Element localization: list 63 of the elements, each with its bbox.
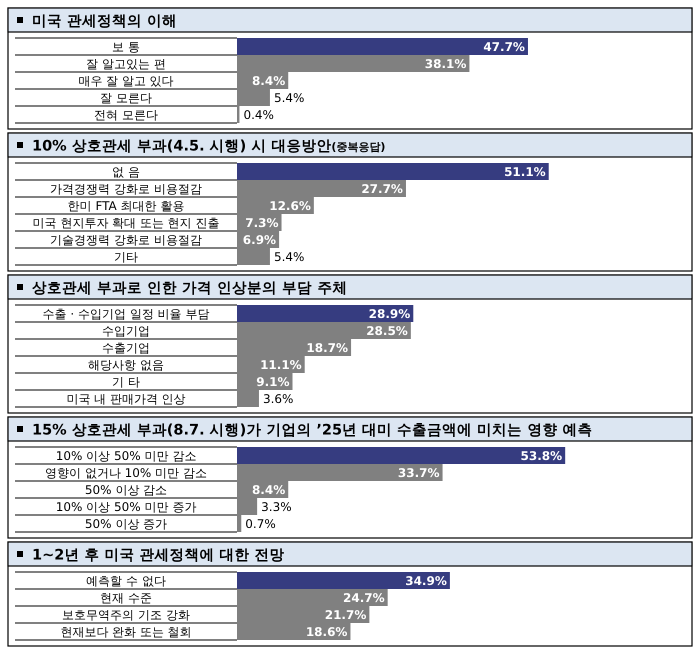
y-tick-label: 50% 이상 감소 [84, 483, 168, 497]
y-tick-label: 한미 FTA 최대한 활용 [68, 199, 184, 213]
data-label: 11.1% [260, 358, 302, 372]
data-label: 18.7% [306, 341, 348, 355]
y-tick-label: 현재보다 완화 또는 철회 [60, 625, 192, 639]
data-label: 6.9% [242, 233, 276, 247]
chart-title: 15% 상호관세 부과(8.7. 시행)가 기업의 ’25년 대미 수출금액에 미치는 영향 예측 [32, 422, 592, 438]
y-tick-label: 수출기업 [102, 341, 150, 355]
data-label: 34.9% [405, 574, 447, 588]
y-tick-label: 수출 · 수입기업 일정 비율 부담 [42, 307, 210, 321]
data-label: 33.7% [398, 466, 440, 480]
y-tick-label: 해당사항 없음 [88, 358, 164, 372]
y-tick-label: 전혀 모른다 [94, 108, 158, 122]
bar [237, 572, 450, 589]
bar [237, 38, 528, 55]
data-label: 8.4% [252, 74, 286, 88]
y-tick-label: 수입기업 [102, 324, 150, 338]
data-label: 21.7% [324, 608, 366, 622]
chart-title: 상호관세 부과로 인한 가격 인상분의 부담 주체 [32, 280, 348, 296]
data-label: 24.7% [343, 591, 385, 605]
data-label: 0.7% [245, 517, 276, 531]
y-tick-label: 매우 잘 알고 있다 [78, 74, 174, 88]
y-tick-label: 기타 [114, 250, 138, 264]
y-tick-label: 10% 이상 50% 미만 감소 [56, 449, 196, 463]
y-tick-label: 가격경쟁력 강화로 비용절감 [50, 182, 202, 196]
data-label: 7.3% [245, 216, 279, 230]
data-label: 27.7% [361, 182, 403, 196]
y-tick-label: 잘 모른다 [100, 91, 152, 105]
data-label: 3.3% [261, 500, 292, 514]
y-tick-label: 50% 이상 증가 [84, 517, 168, 531]
data-label: 12.6% [269, 199, 311, 213]
text: 미국 관세정책의 이해 [32, 14, 178, 30]
y-tick-label: 예측할 수 없다 [86, 574, 166, 588]
chart-title: 1~2년 후 미국 관세정책에 대한 전망 [32, 548, 285, 564]
bar [237, 447, 566, 464]
data-label: 18.6% [306, 625, 348, 639]
data-label: 3.6% [262, 392, 294, 406]
y-tick-label: 미국 내 판매가격 인상 [66, 392, 186, 406]
y-tick-label: 미국 현지투자 확대 또는 현지 진출 [32, 216, 220, 230]
data-label: 28.9% [368, 307, 410, 321]
data-label: 8.4% [252, 483, 286, 497]
data-label: 0.4% [243, 108, 274, 122]
data-label: 28.5% [366, 324, 408, 338]
y-tick-label: 잘 알고있는 편 [86, 57, 166, 71]
y-tick-label: 기 타 [112, 375, 140, 389]
y-tick-label: 기술경쟁력 강화로 비용절감 [50, 233, 202, 247]
data-label: 47.7% [483, 40, 525, 54]
data-label: 51.1% [504, 165, 546, 179]
data-label: 5.4% [274, 91, 304, 105]
y-tick-label: 없 음 [112, 165, 140, 179]
y-tick-label: 10% 이상 50% 미만 증가 [56, 500, 196, 514]
y-tick-label: 보호무역주의 기조 강화 [62, 608, 190, 622]
bar [237, 305, 414, 322]
y-tick-label: 보 통 [112, 40, 140, 54]
y-tick-label: 영향이 없거나 10% 미만 감소 [45, 466, 207, 480]
y-tick-label: 현재 수준 [100, 591, 152, 605]
data-label: 5.4% [274, 250, 304, 264]
chart-title: 10% 상호관세 부과(4.5. 시행) 시 대응방안 [32, 138, 332, 154]
bar [237, 163, 549, 180]
data-label: 53.8% [520, 449, 562, 463]
data-label: 38.1% [424, 57, 466, 71]
data-label: 9.1% [256, 375, 290, 389]
chart-subtitle: (중복응답) [331, 140, 386, 154]
